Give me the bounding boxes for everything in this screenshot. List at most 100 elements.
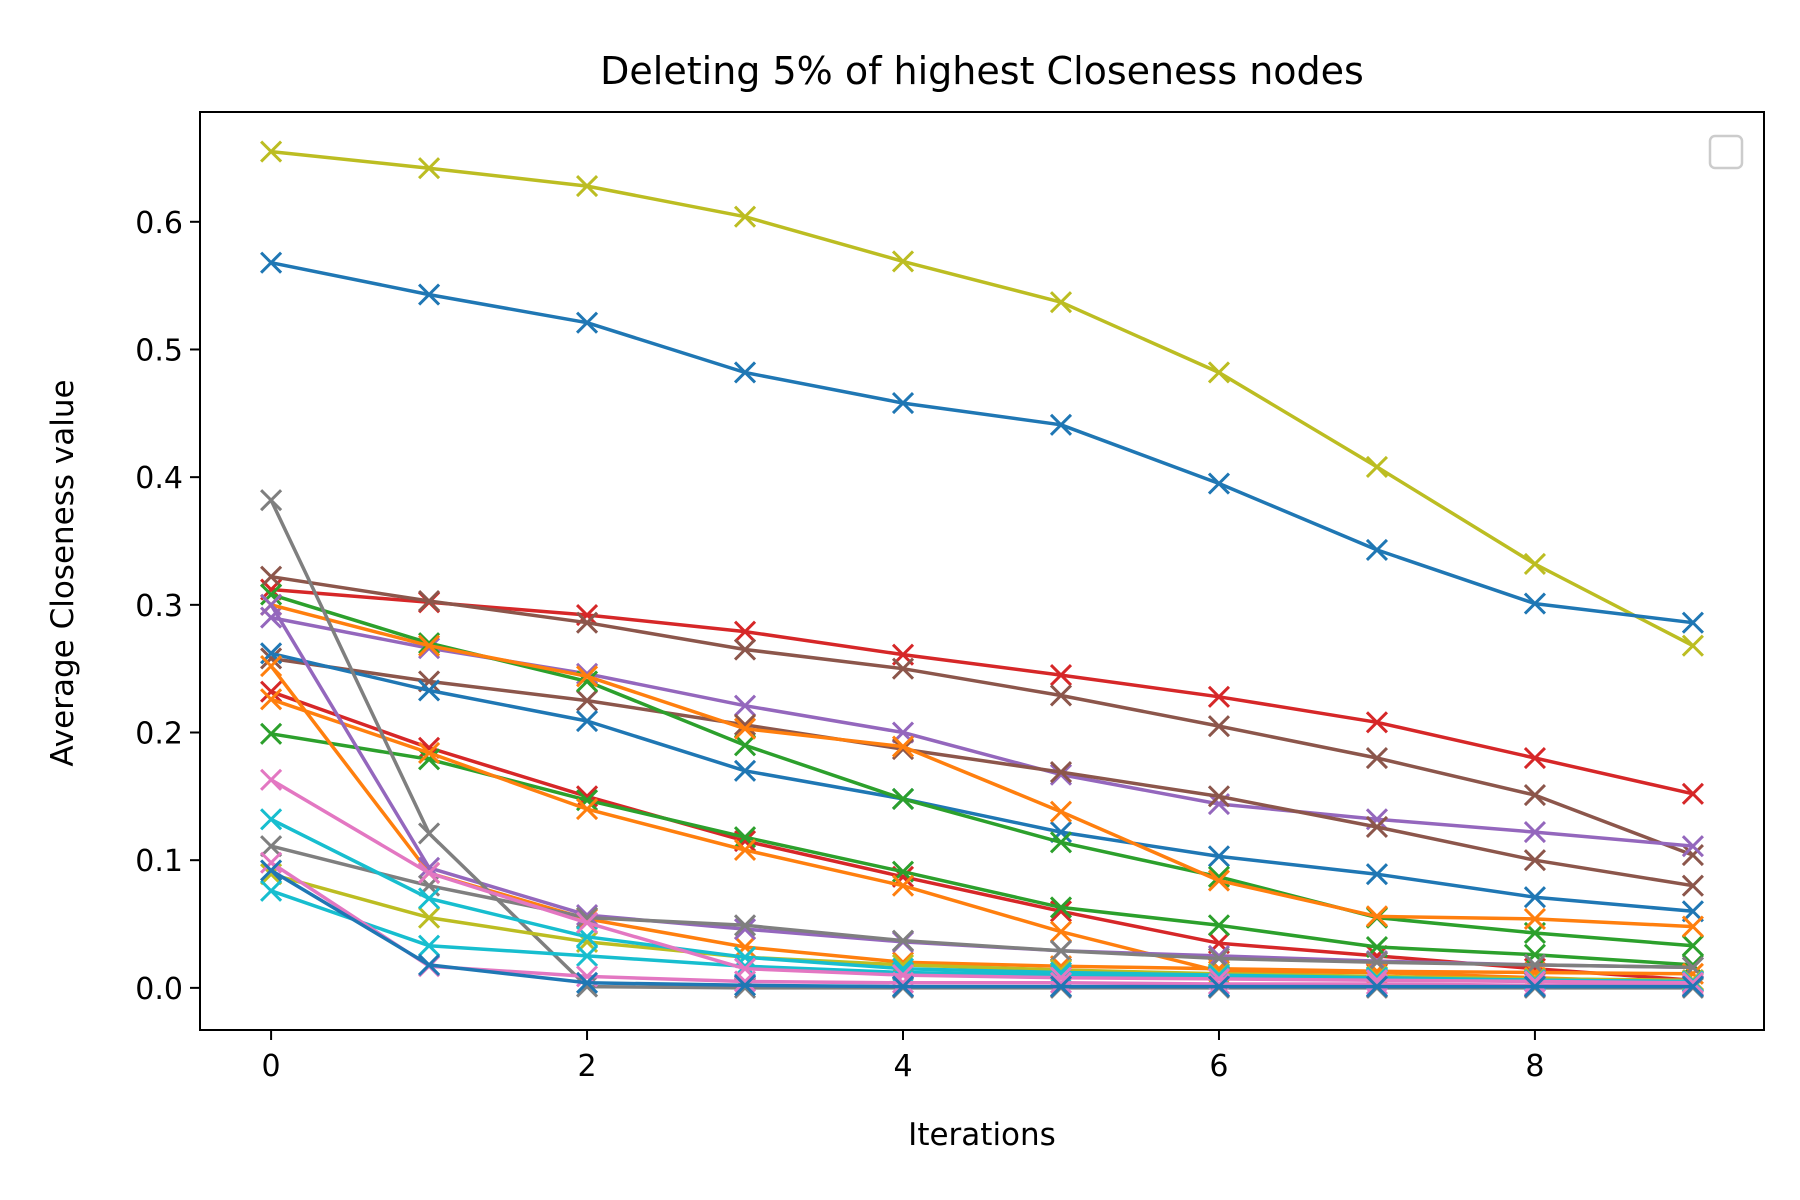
series-line [270,868,1693,989]
data-point-marker [1049,975,1073,998]
data-point-marker [1365,711,1389,734]
data-point-marker [891,735,915,758]
data-point-marker [260,879,283,902]
data-point-marker [891,787,915,810]
data-point-marker [733,918,757,941]
data-point-marker [733,974,757,997]
data-point-marker [575,975,599,998]
data-point-marker [1523,746,1546,770]
data-point-marker [260,655,283,678]
series-line [270,651,1694,914]
data-point-marker [260,688,283,711]
data-point-marker [733,970,757,993]
data-point-marker [1365,972,1389,996]
data-point-marker [575,911,599,934]
data-point-marker [1523,975,1546,998]
data-point-marker [1681,934,1704,957]
data-point-marker [260,489,283,512]
data-point-marker [1207,685,1231,708]
data-point-marker [1365,455,1389,479]
data-point-marker [1523,592,1546,615]
data-point-marker [1207,472,1231,495]
data-point-marker [260,583,283,606]
series-5 [260,647,1704,897]
data-point-marker [891,975,915,998]
series-line [270,656,1694,888]
data-point-marker [733,838,757,862]
data-point-marker [1523,552,1546,576]
data-point-marker [260,647,283,670]
data-point-marker [1049,971,1073,994]
data-point-marker [575,611,599,634]
x-tick-label: 8 [1525,1049,1544,1084]
data-point-marker [1049,413,1073,436]
data-point-marker [1681,611,1704,634]
data-point-marker [1207,914,1231,937]
data-point-marker [418,283,441,306]
data-point-marker [1049,939,1073,962]
data-point-marker [575,689,599,712]
axes: 0 2 4 6 8 0.0 0.1 0.2 0.3 0.4 0.5 0.6 [135,111,1765,1084]
y-tick-label: 0.1 [135,844,183,879]
data-point-marker [1365,815,1389,839]
series-line [270,587,1694,796]
series-line [269,665,1693,976]
series-line [270,149,1694,648]
data-point-marker [418,632,441,655]
data-point-marker [575,174,599,198]
data-point-marker [260,835,283,858]
data-point-marker [1207,785,1231,808]
data-point-marker [891,392,915,415]
series-line [270,574,1694,857]
y-tick-label: 0.3 [135,589,183,624]
data-point-marker [1523,849,1546,872]
data-point-marker [1207,361,1231,384]
data-point-marker [733,694,757,717]
series-1 [260,251,1704,634]
data-point-marker [1681,971,1704,994]
data-point-marker [891,929,915,952]
data-point-marker [575,798,599,821]
x-tick-label: 0 [262,1049,281,1084]
data-point-marker [418,589,441,613]
series-21 [260,859,1704,998]
data-point-marker [1049,761,1073,784]
data-point-marker [891,971,915,994]
data-point-marker [1523,821,1546,844]
series-line [270,603,1693,929]
data-point-marker [575,665,599,688]
data-point-marker [418,953,441,976]
data-point-marker [418,861,441,885]
data-point-marker [1523,784,1546,807]
data-point-marker [575,311,599,334]
data-point-marker [1207,975,1231,998]
series-line [270,844,1693,970]
data-point-marker [260,680,283,703]
data-point-marker [418,822,441,845]
data-point-marker [733,361,757,384]
data-point-marker [1049,291,1073,314]
data-point-marker [1681,835,1704,858]
data-point-marker [418,157,441,180]
data-point-marker [1049,663,1073,687]
data-point-marker [733,620,757,643]
data-point-marker [260,722,283,745]
data-point-marker [260,593,283,616]
data-point-marker [1049,831,1073,854]
data-point-marker [575,709,599,733]
series-line [270,697,1693,985]
series-3 [260,565,1704,867]
y-tick-label: 0.6 [135,206,183,241]
data-point-marker [1365,975,1389,998]
data-point-marker [260,140,283,163]
y-axis-title: Average Closeness value [45,379,81,766]
data-point-marker [891,738,915,761]
data-point-marker [260,859,283,882]
data-point-marker [733,205,757,228]
data-point-marker [418,634,441,657]
data-point-marker [1207,972,1231,996]
data-point-marker [1365,746,1389,770]
data-point-marker [891,250,915,273]
